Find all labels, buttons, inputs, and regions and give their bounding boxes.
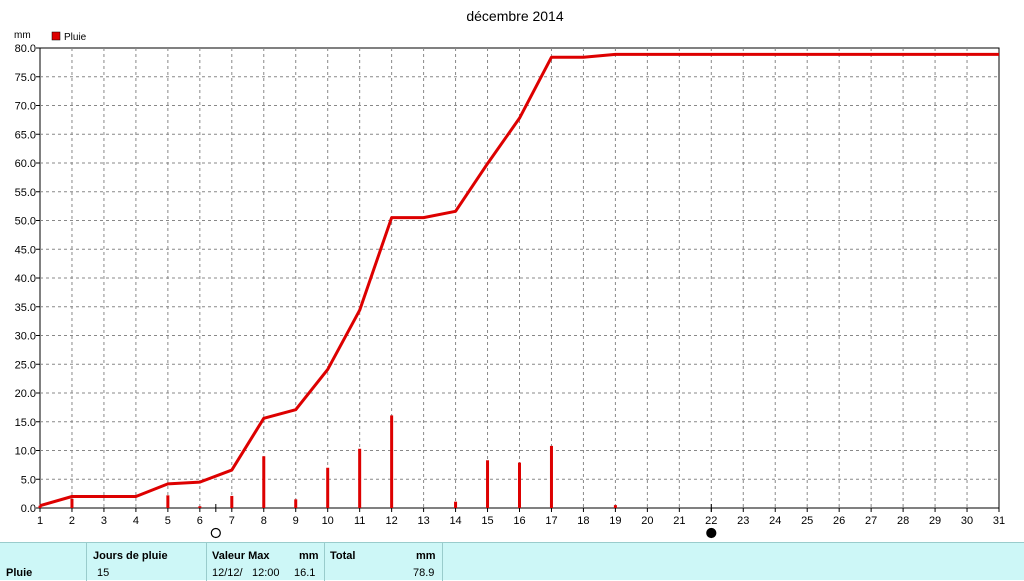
rain-bar [262, 456, 266, 508]
legend-swatch [51, 31, 61, 41]
x-tick-label: 1 [37, 515, 43, 527]
x-tick-label: 3 [101, 515, 107, 527]
x-tick-label: 12 [386, 515, 398, 527]
chart-title: décembre 2014 [466, 8, 564, 24]
cumulative-rain-line [39, 52, 999, 508]
y-tick-label: 40.0 [15, 273, 36, 285]
rain-bar [613, 505, 617, 508]
x-tick-label: 19 [609, 515, 621, 527]
x-tick-label: 10 [322, 515, 334, 527]
y-tick-label: 75.0 [15, 72, 36, 84]
rain-bar [390, 415, 394, 508]
x-tick-label: 2 [69, 515, 75, 527]
max-value-header: Valeur Max [212, 550, 270, 562]
y-tick-label: 30.0 [15, 331, 36, 343]
max-value-unit: mm [299, 550, 319, 562]
x-tick-label: 7 [229, 515, 235, 527]
y-tick-label: 80.0 [15, 43, 36, 55]
rain-bar [294, 499, 298, 508]
x-tick-label: 17 [545, 515, 557, 527]
rain-bar [358, 448, 362, 508]
new-moon-icon [706, 527, 717, 539]
x-tick-label: 4 [133, 515, 139, 527]
rain-bar [70, 498, 74, 508]
rain-chart: décembre 2014 mm Pluie 1 2 3 4 5 6 7 8 9 10 11 12 13… [14, 8, 1005, 539]
x-tick-label: 29 [929, 515, 941, 527]
y-tick-label: 0.0 [21, 503, 36, 515]
x-tick-label: 23 [737, 515, 749, 527]
legend-label: Pluie [64, 32, 87, 43]
row-label-pluie: Pluie [6, 567, 33, 579]
x-tick-label: 21 [673, 515, 685, 527]
rain-bar [198, 506, 202, 508]
rain-bar [326, 467, 330, 508]
plot-area: 1 2 3 4 5 6 7 8 9 10 11 12 13 14 15 16 17 18 19 20 21 22 23 24 2… [15, 43, 1005, 539]
y-tick-label: 65.0 [15, 129, 36, 141]
x-tick-label: 26 [833, 515, 845, 527]
rain-days-value: 15 [97, 567, 110, 579]
x-tick-label: 27 [865, 515, 877, 527]
total-unit: mm [416, 550, 436, 562]
y-tick-label: 55.0 [15, 187, 36, 199]
x-tick-label: 16 [513, 515, 525, 527]
total-value: 78.9 [413, 567, 435, 579]
y-tick-label: 10.0 [15, 446, 36, 458]
y-tick-label: 60.0 [15, 158, 36, 170]
max-value-date: 12/12/ [212, 567, 243, 579]
rain-bar [454, 501, 458, 508]
y-tick-label: 70.0 [15, 101, 36, 113]
x-tick-label: 9 [293, 515, 299, 527]
rain-bar [518, 462, 521, 508]
x-tick-label: 13 [417, 515, 429, 527]
y-tick-label: 15.0 [15, 417, 36, 429]
rain-bar [38, 505, 42, 508]
y-tick-label: 45.0 [15, 244, 36, 256]
rain-bar [486, 460, 490, 508]
rain-days-header: Jours de pluie [93, 550, 168, 562]
full-moon-icon [210, 527, 221, 539]
rain-bar [549, 445, 553, 508]
x-tick-label: 18 [577, 515, 589, 527]
total-header: Total [330, 550, 356, 562]
y-axis-unit: mm [14, 30, 31, 41]
y-tick-label: 50.0 [15, 216, 36, 228]
x-tick-label: 8 [261, 515, 267, 527]
x-tick-label: 5 [165, 515, 171, 527]
max-value-time: 12:00 [252, 567, 280, 579]
y-tick-label: 25.0 [15, 359, 36, 371]
x-tick-label: 15 [481, 515, 493, 527]
x-tick-label: 30 [961, 515, 973, 527]
x-tick-label: 22 [705, 515, 717, 527]
x-tick-label: 24 [769, 515, 781, 527]
x-tick-label: 11 [354, 515, 365, 527]
max-value: 16.1 [294, 567, 316, 579]
y-tick-label: 35.0 [15, 302, 36, 314]
x-tick-label: 6 [197, 515, 203, 527]
x-tick-label: 28 [897, 515, 909, 527]
y-tick-label: 20.0 [15, 388, 36, 400]
rain-bar [166, 495, 170, 508]
summary-table: Pluie Jours de pluie 15 Valeur Max mm 12… [0, 542, 1024, 581]
y-tick-label: 5.0 [21, 474, 36, 486]
x-tick-label: 31 [993, 515, 1005, 527]
x-tick-label: 20 [641, 515, 653, 527]
rain-bar [230, 495, 234, 508]
x-tick-label: 25 [801, 515, 813, 527]
x-tick-label: 14 [449, 515, 461, 527]
